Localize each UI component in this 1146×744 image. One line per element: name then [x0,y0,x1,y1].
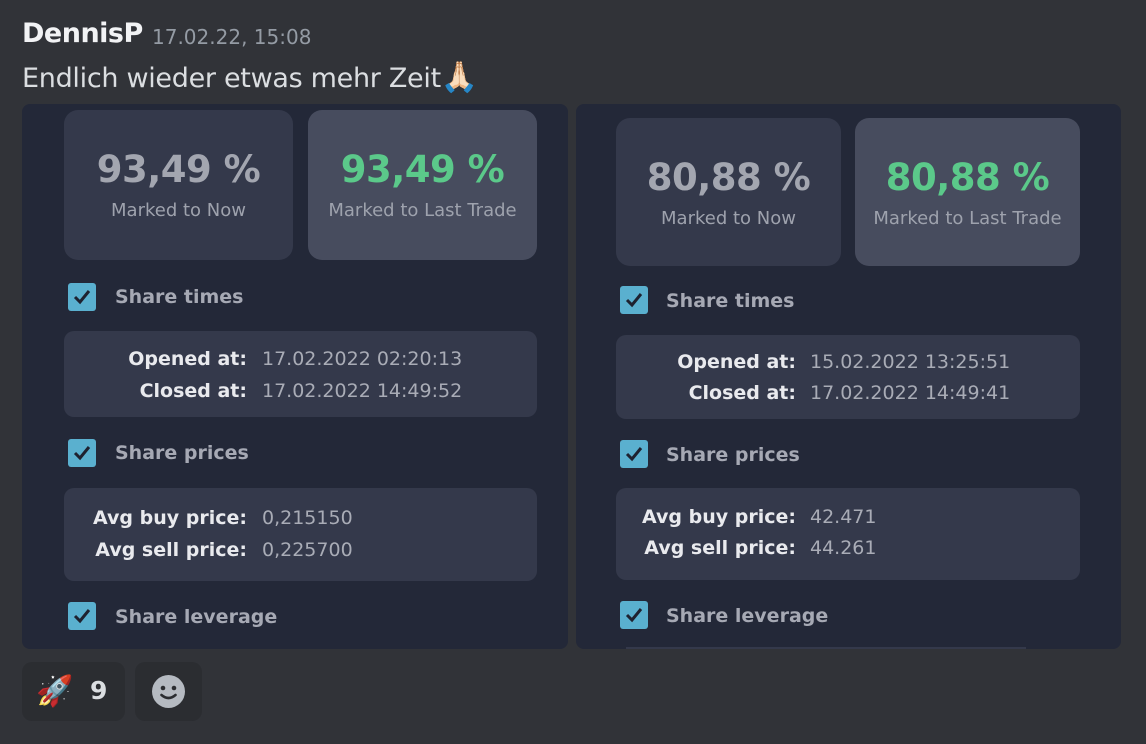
share-times-label: Share times [666,290,795,312]
checkmark-icon [625,608,643,623]
checkmark-icon [73,446,91,461]
opened-at-value: 17.02.2022 02:20:13 [262,348,463,370]
avg-sell-price-value: 0,225700 [262,539,353,561]
share-leverage-checkbox[interactable] [620,601,648,629]
marked-to-last-trade-value: 93,49 % [340,148,505,191]
avg-sell-price-label: Avg sell price: [644,537,796,559]
times-panel: Opened at: 17.02.2022 02:20:13 Closed at… [64,331,537,417]
marked-to-last-trade-label: Marked to Last Trade [873,208,1062,229]
avg-buy-price-label: Avg buy price: [93,507,247,529]
share-leverage-label: Share leverage [666,605,829,627]
share-times-checkbox[interactable] [620,286,648,314]
share-prices-label: Share prices [666,444,800,466]
opened-at-label: Opened at: [677,351,796,373]
share-leverage-checkbox[interactable] [68,602,96,630]
closed-at-label: Closed at: [139,380,247,402]
share-prices-checkbox[interactable] [68,439,96,467]
rocket-reaction-button[interactable]: 🚀 9 [22,662,125,721]
message-timestamp[interactable]: 17.02.22, 15:08 [152,25,312,49]
prices-panel: Avg buy price: 42.471 Avg sell price: 44… [616,488,1080,580]
opened-at-value: 15.02.2022 13:25:51 [810,351,1011,373]
cropped-panel-edge [626,647,1026,649]
opened-at-label: Opened at: [128,348,247,370]
praying-hands-emoji: 🙏🏻 [440,60,478,95]
add-reaction-button[interactable] [135,662,202,721]
closed-at-value: 17.02.2022 14:49:41 [810,382,1011,404]
marked-to-now-value: 80,88 % [646,156,811,199]
message-text-body: Endlich wieder etwas mehr Zeit [22,63,441,94]
checkmark-icon [73,609,91,624]
marked-to-now-tile: 93,49 % Marked to Now [64,110,293,260]
avg-sell-price-label: Avg sell price: [95,539,247,561]
avg-buy-price-value: 0,215150 [262,507,353,529]
marked-to-now-label: Marked to Now [661,208,796,229]
checkmark-icon [73,290,91,305]
marked-to-now-tile: 80,88 % Marked to Now [616,118,841,266]
closed-at-value: 17.02.2022 14:49:52 [262,380,463,402]
share-prices-label: Share prices [115,442,249,464]
attachment-image-1[interactable]: 93,49 % Marked to Now 93,49 % Marked to … [22,104,568,649]
avg-buy-price-label: Avg buy price: [642,506,796,528]
share-times-label: Share times [115,286,244,308]
share-prices-checkbox[interactable] [620,440,648,468]
reaction-count: 9 [90,676,108,705]
share-times-checkbox[interactable] [68,283,96,311]
add-reaction-icon [152,675,185,708]
checkmark-icon [625,447,643,462]
marked-to-last-trade-value: 80,88 % [885,156,1050,199]
checkmark-icon [625,293,643,308]
avg-sell-price-value: 44.261 [810,537,877,559]
times-panel: Opened at: 15.02.2022 13:25:51 Closed at… [616,335,1080,419]
prices-panel: Avg buy price: 0,215150 Avg sell price: … [64,488,537,581]
attachment-image-2[interactable]: 80,88 % Marked to Now 80,88 % Marked to … [576,104,1121,649]
author-name[interactable]: DennisP [22,18,143,49]
marked-to-now-label: Marked to Now [111,200,246,221]
marked-to-last-trade-tile: 93,49 % Marked to Last Trade [308,110,537,260]
avg-buy-price-value: 42.471 [810,506,877,528]
rocket-emoji: 🚀 [36,674,74,709]
marked-to-last-trade-label: Marked to Last Trade [328,200,517,221]
marked-to-last-trade-tile: 80,88 % Marked to Last Trade [855,118,1080,266]
share-leverage-label: Share leverage [115,606,278,628]
message-text: Endlich wieder etwas mehr Zeit🙏🏻 [22,60,478,95]
closed-at-label: Closed at: [688,382,796,404]
marked-to-now-value: 93,49 % [96,148,261,191]
